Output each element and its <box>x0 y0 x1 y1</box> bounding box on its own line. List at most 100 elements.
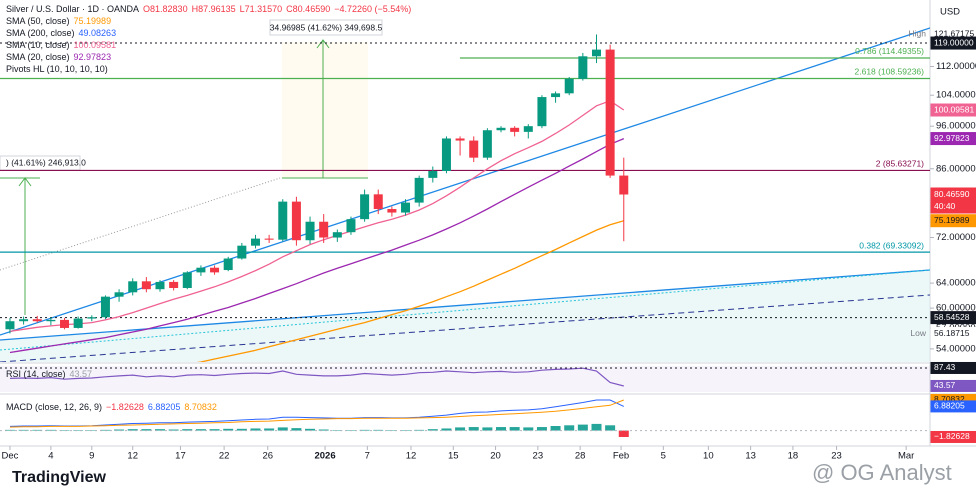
price-tag-label: −1.82628 <box>934 431 970 441</box>
candle-body <box>19 319 29 322</box>
price-tag <box>930 132 976 146</box>
price-tag-label: 92.97823 <box>934 133 970 143</box>
x-tick-label: 13 <box>745 451 756 462</box>
x-tick-label: 15 <box>448 451 459 462</box>
rsi-value: 43.57 <box>69 369 93 379</box>
candle-body <box>441 138 451 172</box>
macd-histogram <box>73 430 84 431</box>
macd-histogram <box>155 429 166 431</box>
legend-name: SMA (50, close) <box>6 16 70 26</box>
candle-body <box>469 140 479 158</box>
macd-histogram <box>359 429 370 431</box>
price-tag-label: 100.09581 <box>934 104 974 114</box>
macd-histogram <box>277 427 288 431</box>
macd-legend: MACD (close, 12, 26, 9) −1.82628 6.88205… <box>6 401 217 413</box>
measure-label: ) (41.61%) 246,913.0 <box>6 157 86 167</box>
candle-body <box>319 221 329 238</box>
x-tick-label: 17 <box>175 451 186 462</box>
currency: USD <box>940 7 960 18</box>
x-tick-label: Dec <box>2 451 19 462</box>
price-tag-label: 80.46590 <box>934 189 970 199</box>
legend-entry: Pivots HL (10, 10, 10, 10) <box>6 63 411 75</box>
signal-line <box>9 399 624 428</box>
candle-body <box>360 194 370 220</box>
candle-body <box>278 201 288 240</box>
macd-histogram <box>496 427 507 431</box>
y-tick-label: 64.00000 <box>936 278 976 289</box>
candle-body <box>237 245 247 259</box>
rsi-line <box>9 367 624 387</box>
candle-body <box>414 177 424 203</box>
macd-histogram <box>373 429 384 431</box>
price-tag <box>930 187 976 214</box>
brand: TradingView <box>12 469 106 486</box>
macd-histogram <box>236 428 247 431</box>
plot-area: 0.786 (114.49355) 2.618 (108.59236) 2 (85.… <box>0 34 930 362</box>
ohlc-value: H87.96135 <box>191 4 236 14</box>
candle-body <box>32 319 42 322</box>
macd-histogram <box>591 423 602 431</box>
legend-name: SMA (10, close) <box>6 40 70 50</box>
level-label: 2.618 (108.59236) <box>855 67 925 77</box>
candle-body <box>73 318 83 328</box>
macd-histogram <box>168 429 179 431</box>
legend-value: 92.97823 <box>73 52 112 62</box>
macd-histogram <box>318 429 329 431</box>
price-tag-label: 43.57 <box>934 380 956 390</box>
candle-body <box>537 97 547 127</box>
rsi-name: RSI (14, close) <box>6 369 66 379</box>
watermark: @ OG Analyst <box>812 460 952 485</box>
sma-line <box>196 220 624 362</box>
level-label: 0.382 (69.33092) <box>859 240 924 250</box>
legend-value: 75.19989 <box>73 16 112 26</box>
legend: Silver / U.S. Dollar · 1D · OANDA O81.82… <box>6 3 411 75</box>
macd-histogram <box>18 429 29 431</box>
macd-histogram <box>550 426 561 431</box>
countdown: 40:40 <box>934 201 956 211</box>
candle-body <box>128 281 138 293</box>
candle-body <box>169 281 179 288</box>
x-tick-label: 23 <box>831 451 842 462</box>
x-tick-label: 9 <box>89 451 94 462</box>
x-tick-label: 18 <box>788 451 799 462</box>
candle-body <box>455 138 465 141</box>
trendline <box>0 269 930 351</box>
candle-body <box>291 201 301 241</box>
y-tick-label: 104.00000 <box>936 90 976 101</box>
symbol: Silver / U.S. Dollar · 1D · OANDA <box>6 4 140 14</box>
macd-histogram <box>250 428 261 431</box>
macd-histogram <box>427 429 438 431</box>
signal-value: 8.70832 <box>184 402 217 412</box>
candle-body <box>346 219 356 233</box>
macd-histogram <box>414 429 425 431</box>
candle-body <box>305 221 315 241</box>
x-tick-label: 2026 <box>314 451 335 462</box>
candle-body <box>155 281 165 290</box>
price-tag <box>930 103 976 117</box>
x-tick-label: 23 <box>533 451 544 462</box>
candle-body <box>564 78 574 94</box>
measure-arrow <box>18 177 32 187</box>
sma-line <box>9 137 625 354</box>
price-tag <box>930 400 976 413</box>
x-tick-label: 28 <box>575 451 586 462</box>
measure-arrow <box>316 39 330 49</box>
macd-histogram <box>291 428 302 431</box>
macd-line <box>9 399 625 427</box>
price-tag <box>930 311 976 325</box>
candle-body <box>619 175 629 195</box>
ohlc-value: L71.31570 <box>239 4 283 14</box>
legend-entry: SMA (200, close) 49.08263 <box>6 27 411 39</box>
ohlc-value: O81.82830 <box>143 4 188 14</box>
price-tag-label: 8.70832 <box>934 394 965 404</box>
macd-histogram <box>223 428 234 431</box>
price-tag-label: 119.00000 <box>934 37 974 47</box>
macd-histogram <box>182 429 193 431</box>
legend-title: Silver / U.S. Dollar · 1D · OANDA O81.82… <box>6 3 411 15</box>
macd-histogram <box>209 429 220 431</box>
y-tick-label: 112.00000 <box>936 61 976 72</box>
x-tick-label: 26 <box>262 451 273 462</box>
candle-body <box>210 267 220 273</box>
y-tick-label: 96.00000 <box>936 121 976 132</box>
candle-body <box>114 292 124 297</box>
